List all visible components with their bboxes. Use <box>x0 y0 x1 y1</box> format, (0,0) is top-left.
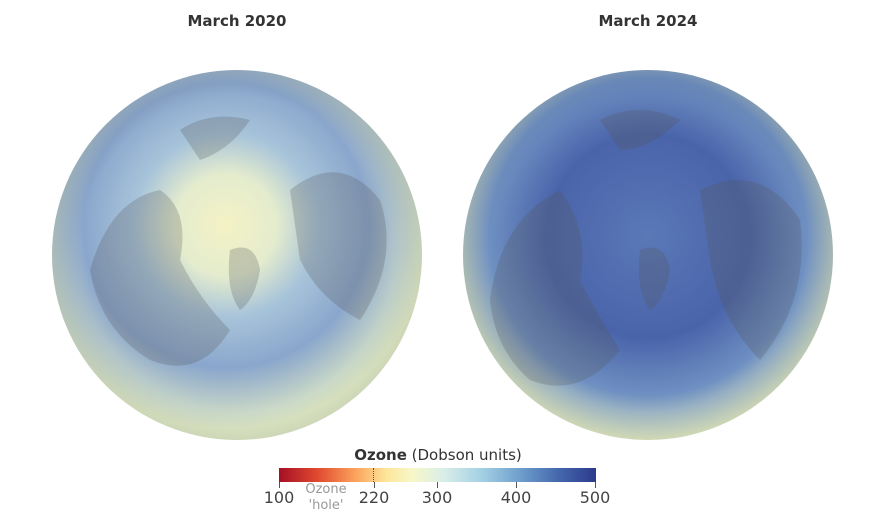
tick <box>516 482 517 488</box>
legend-title: Ozone (Dobson units) <box>280 446 596 464</box>
ozone-hole-label: Ozone 'hole' <box>296 482 356 514</box>
tick <box>437 482 438 488</box>
globe-2020 <box>52 70 422 440</box>
panel-title-2024: March 2024 <box>598 12 698 30</box>
tick-label: 220 <box>358 488 390 507</box>
tick <box>595 482 596 488</box>
tick-label: 400 <box>500 488 532 507</box>
legend-title-bold: Ozone <box>354 446 407 464</box>
hole-label-line1: Ozone <box>305 482 347 497</box>
tick <box>279 482 280 488</box>
legend-title-units: (Dobson units) <box>411 446 522 464</box>
tick-label: 500 <box>579 488 611 507</box>
tick <box>374 482 375 488</box>
hole-threshold-line <box>373 468 374 482</box>
hole-label-line2: 'hole' <box>308 498 344 513</box>
tick-label: 300 <box>421 488 453 507</box>
globes <box>52 70 833 440</box>
tick-label: 100 <box>263 488 295 507</box>
color-scale-bar <box>279 468 596 482</box>
globe-2024 <box>463 70 833 440</box>
panel-title-2020: March 2020 <box>187 12 287 30</box>
